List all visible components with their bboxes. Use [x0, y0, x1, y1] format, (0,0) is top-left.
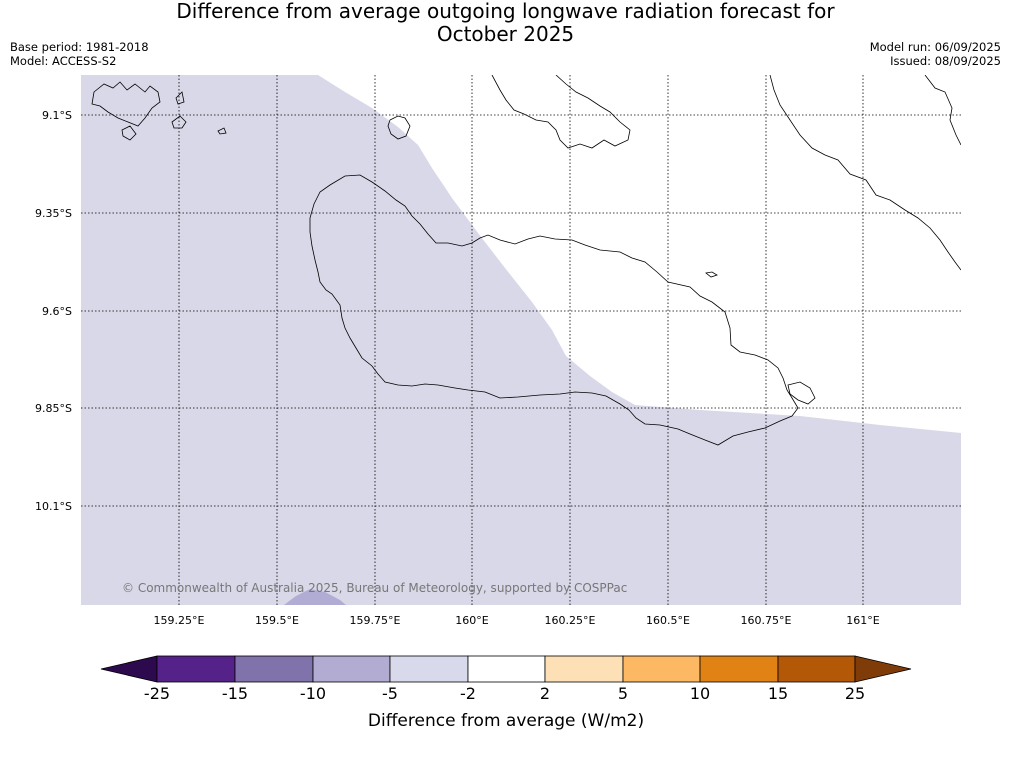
colorbar-bin: [156, 655, 236, 683]
lon-labels: 159.25°E 159.5°E 159.75°E 160°E 160.25°E…: [154, 614, 880, 627]
lon-label: 159.75°E: [350, 614, 401, 627]
makira-coastline: [769, 75, 961, 271]
meta-left: Base period: 1981-2018 Model: ACCESS-S2: [10, 40, 149, 68]
colorbar-tick: 25: [845, 684, 865, 703]
colorbar-tick: -15: [222, 684, 248, 703]
base-period-text: Base period: 1981-2018: [10, 40, 149, 54]
marau-islets-coastline: [787, 381, 816, 405]
lat-label: 9.6°S: [42, 305, 72, 318]
colorbar-tick: 5: [618, 684, 628, 703]
colorbar-tick: 2: [540, 684, 550, 703]
colorbar-bin: [544, 655, 624, 683]
colorbar-bin: [312, 655, 391, 683]
coastlines: [91, 75, 961, 446]
issued-text: Issued: 08/09/2025: [890, 54, 1001, 68]
colorbar-bin: [777, 655, 856, 683]
colorbar-tick: -5: [382, 684, 398, 703]
chart-title: Difference from average outgoing longwav…: [0, 0, 1011, 46]
east-islet-coastline: [705, 271, 718, 278]
colorbar-title: Difference from average (W/m2): [368, 711, 644, 731]
nggela-islet-3: [217, 127, 227, 135]
lat-label: 9.1°S: [42, 109, 72, 122]
lat-label: 10.1°S: [35, 500, 72, 513]
nggela-islet-1: [121, 125, 137, 141]
colorbar-tick: -10: [300, 684, 326, 703]
lat-label: 9.85°S: [35, 402, 72, 415]
anomaly-region-neg5-neg2: [81, 75, 961, 605]
map-panel: © Commonwealth of Australia 2025, Bureau…: [81, 75, 961, 605]
model-run-text: Model run: 06/09/2025: [869, 40, 1001, 54]
lon-label: 161°E: [846, 614, 879, 627]
lat-labels: 9.1°S 9.35°S 9.6°S 9.85°S 10.1°S: [35, 109, 72, 513]
title-line-1: Difference from average outgoing longwav…: [176, 0, 835, 23]
model-text: Model: ACCESS-S2: [10, 54, 117, 68]
makira-north-coastline: [924, 75, 961, 146]
colorbar: [100, 655, 912, 683]
anomaly-region-neg10-neg5: [284, 589, 346, 605]
copyright-credit: © Commonwealth of Australia 2025, Bureau…: [122, 581, 627, 595]
lon-label: 160.25°E: [545, 614, 596, 627]
malaita-south-coastline: [491, 75, 631, 149]
islet-coastline: [387, 115, 411, 140]
title-line-2: October 2025: [436, 22, 575, 46]
lon-label: 160.5°E: [646, 614, 690, 627]
colorbar-extend-max: [854, 655, 912, 683]
colorbar-bin: [467, 655, 546, 683]
nggela-islet-4: [175, 91, 185, 105]
colorbar-tick: -25: [144, 684, 170, 703]
nggela-coastline: [91, 81, 161, 127]
colorbar-bin: [699, 655, 779, 683]
colorbar-bin: [389, 655, 469, 683]
guadalcanal-coastline: [309, 174, 799, 446]
lat-label: 9.35°S: [35, 207, 72, 220]
colorbar-extend-min: [100, 655, 158, 683]
gridlines: [81, 75, 961, 605]
lon-label: 160°E: [455, 614, 488, 627]
meta-right: Model run: 06/09/2025 Issued: 08/09/2025: [870, 40, 1001, 68]
colorbar-tick: 10: [690, 684, 710, 703]
colorbar-tick: -2: [460, 684, 476, 703]
lon-label: 159.5°E: [255, 614, 299, 627]
colorbar-bin: [622, 655, 701, 683]
colorbar-tick: 15: [768, 684, 788, 703]
lon-label: 160.75°E: [741, 614, 792, 627]
colorbar-bin: [234, 655, 314, 683]
colorbar-ticks: -25 -15 -10 -5 -2 2 5 10 15 25: [144, 684, 865, 703]
lon-label: 159.25°E: [154, 614, 205, 627]
